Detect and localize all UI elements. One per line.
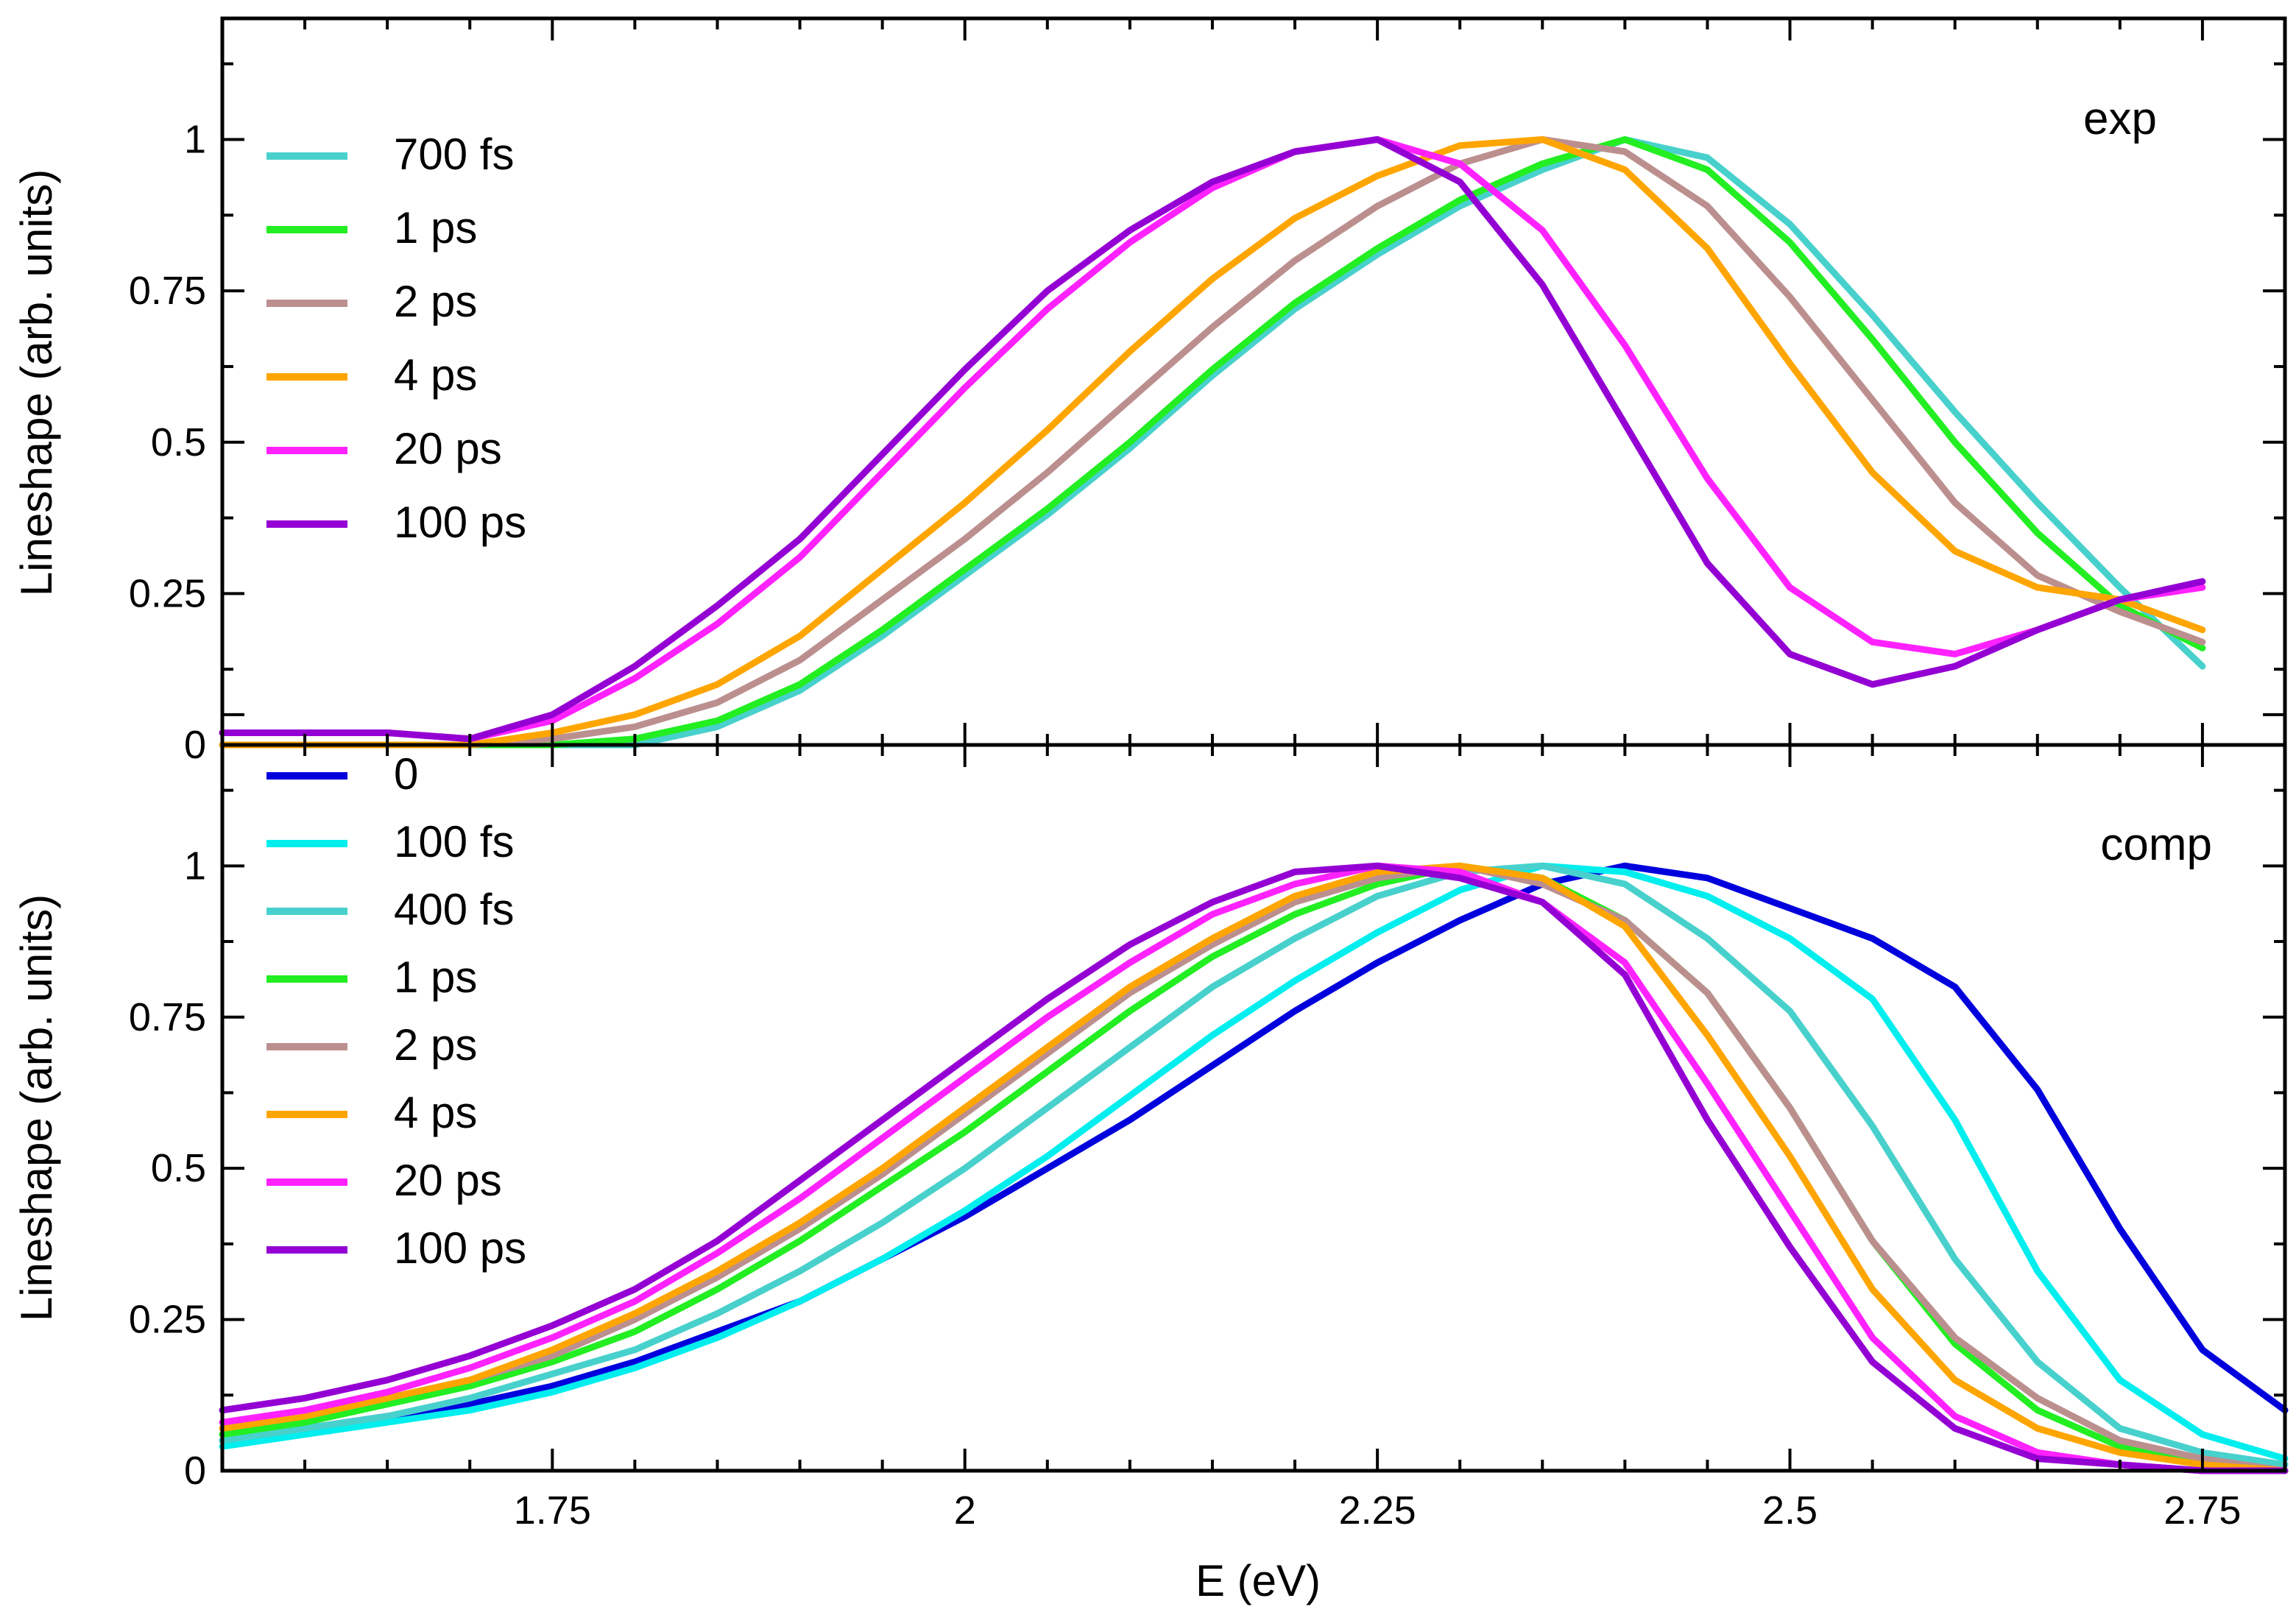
comp-series-lines [219,862,2289,1474]
x-axis-title: E (eV) [1195,1556,1321,1605]
comp-series-line-2 [219,862,2289,1469]
comp-legend-label: 400 fs [394,885,514,934]
comp-legend: 0 100 fs 400 fs 1 ps 2 ps 4 ps 20 ps 100 ps [266,749,526,1273]
comp-y-tick-labels: 0 0.25 0.5 0.75 1 [129,844,206,1493]
x-tick-label: 2 [954,1488,976,1533]
comp-plot-frame [220,743,2287,1473]
exp-legend-label: 100 ps [394,498,526,547]
x-tick-label: 2.25 [1339,1488,1416,1533]
comp-series-line-6 [219,862,2289,1474]
exp-series-lines [219,136,2206,749]
exp-y-axis-title: Lineshape (arb. units) [12,169,61,596]
x-tick-label: 1.75 [514,1488,591,1533]
exp-y-tick-label: 1 [184,118,206,162]
comp-y-tick-label: 0.25 [129,1298,206,1342]
comp-y-tick-label: 1 [184,844,206,888]
comp-series-line-1 [219,862,2289,1463]
exp-series-line-2 [219,136,2206,749]
panel-comp: 0 0.25 0.5 0.75 1 1.75 2 2.25 2.5 2.75 0 100 fs 40… [12,713,2289,1605]
comp-legend-label: 20 ps [394,1156,502,1205]
comp-legend-label: 2 ps [394,1020,477,1070]
exp-legend: 700 fs 1 ps 2 ps 4 ps 20 ps 100 ps [266,130,526,547]
exp-y-tick-labels: 0 0.25 0.5 0.75 1 [129,118,206,768]
comp-axis-ticks [221,713,2286,1472]
exp-y-tick-label: 0.25 [129,571,206,615]
exp-series-line-5 [219,136,2206,743]
exp-series-line-4 [219,136,2206,743]
comp-y-tick-label: 0 [184,1449,206,1493]
exp-legend-label: 20 ps [394,424,502,473]
exp-legend-label: 2 ps [394,277,477,326]
exp-axis-ticks [221,18,2286,746]
comp-series-line-0 [219,862,2289,1444]
comp-y-tick-label: 0.75 [129,995,206,1039]
comp-series-line-7 [219,862,2289,1474]
exp-plot-frame [220,16,2287,747]
exp-y-tick-label: 0 [184,723,206,767]
comp-series-line-4 [219,862,2289,1474]
comp-y-tick-label: 0.5 [151,1146,206,1190]
comp-legend-label: 100 fs [394,817,514,866]
comp-y-axis-title: Lineshape (arb. units) [12,894,61,1321]
comp-x-tick-labels: 1.75 2 2.25 2.5 2.75 [514,1488,2242,1533]
exp-y-tick-label: 0.5 [151,420,206,464]
comp-legend-label: 100 ps [394,1223,526,1273]
exp-y-tick-label: 0.75 [129,269,206,313]
comp-series-line-5 [219,862,2289,1474]
comp-legend-label: 1 ps [394,953,477,1002]
exp-legend-label: 1 ps [394,203,477,252]
comp-panel-tag: comp [2100,819,2212,870]
exp-panel-tag: exp [2083,93,2157,144]
x-tick-label: 2.75 [2163,1488,2241,1533]
panel-exp: 0 0.25 0.5 0.75 1 700 fs 1 ps 2 ps 4 ps 20 ps 100… [12,16,2287,768]
exp-legend-label: 700 fs [394,130,514,179]
comp-legend-label: 0 [394,749,418,799]
comp-legend-label: 4 ps [394,1088,477,1137]
x-tick-label: 2.5 [1762,1488,1818,1533]
exp-legend-label: 4 ps [394,350,477,400]
